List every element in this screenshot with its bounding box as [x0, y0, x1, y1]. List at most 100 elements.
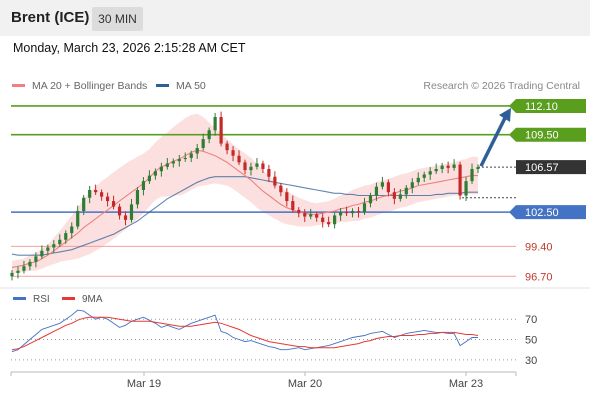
candle-body	[129, 204, 134, 220]
candle-body	[147, 175, 152, 182]
pivot-level-label: 102.50	[525, 207, 559, 219]
candle-body	[40, 250, 44, 257]
candle-body	[374, 186, 379, 196]
resistance-level-label: 112.10	[525, 101, 558, 113]
bollinger-band-area	[12, 113, 478, 274]
x-tick-label: Mar 20	[288, 378, 322, 390]
candle-body	[476, 167, 480, 169]
candle-body	[117, 206, 122, 216]
candle-body	[28, 261, 32, 267]
candle-body	[213, 117, 217, 131]
candle-body	[267, 168, 271, 177]
candle-body	[16, 270, 20, 273]
candle-body	[159, 166, 163, 172]
candle-body	[398, 194, 402, 199]
support-level-label: 96.70	[525, 271, 553, 283]
legend-swatch-rsi	[13, 297, 26, 300]
candle-body	[189, 153, 193, 158]
support-level-label: 99.40	[525, 241, 553, 253]
candle-body	[338, 212, 343, 216]
candle-body	[111, 201, 116, 207]
candle-body	[356, 211, 361, 213]
candle-body	[428, 171, 432, 175]
candle-body	[315, 214, 319, 218]
candle-body	[243, 162, 247, 171]
candle-body	[321, 217, 325, 223]
candle-body	[46, 247, 50, 251]
legend-item-ma20: MA 20 + Bollinger Bands	[12, 80, 147, 92]
last-price-tag	[516, 160, 586, 175]
candle-body	[58, 239, 62, 245]
candle-body	[285, 192, 289, 202]
rsi-level-label: 70	[525, 314, 537, 326]
candle-body	[171, 161, 175, 164]
candle-body	[416, 177, 420, 183]
pivot-level-tag	[509, 205, 586, 220]
candle-body	[350, 211, 355, 214]
rsi-ma-line	[11, 316, 479, 351]
chart-header: Brent (ICE) 30 MIN	[0, 0, 590, 36]
candle-body	[237, 155, 241, 163]
resistance-level-label: 109.50	[525, 130, 559, 142]
candle-body	[34, 256, 38, 262]
resistance-level-tag	[509, 127, 586, 142]
candle-body	[327, 222, 331, 225]
candle-body	[440, 165, 444, 169]
candle-body	[273, 176, 277, 186]
candle-body	[249, 166, 253, 171]
candle-body	[231, 150, 235, 156]
candle-body	[135, 190, 140, 205]
candle-body	[303, 213, 307, 217]
candle-body	[464, 181, 468, 196]
candle-body	[446, 165, 450, 168]
rsi-line	[11, 309, 478, 353]
legend-label-9ma: 9MA	[82, 294, 103, 305]
candle-body	[225, 143, 229, 151]
candle-body	[76, 211, 80, 227]
legend-swatch-ma50	[156, 83, 169, 87]
candle-body	[22, 266, 26, 271]
candle-body	[153, 171, 157, 176]
candle-body	[458, 164, 462, 196]
candle-body	[141, 181, 146, 190]
candle-body	[452, 164, 456, 168]
candle-body	[333, 215, 337, 225]
timeframe-badge[interactable]: 30 MIN	[92, 7, 143, 31]
rsi-level-label: 50	[525, 335, 537, 347]
candle-body	[219, 117, 223, 144]
rsi-level-label: 30	[525, 355, 537, 367]
candle-body	[165, 163, 169, 167]
candle-body	[177, 159, 181, 162]
legend-label-rsi: RSI	[33, 294, 50, 305]
candle-body	[410, 182, 414, 188]
candle-body	[386, 182, 390, 193]
candle-body	[100, 192, 104, 197]
candle-body	[422, 174, 426, 178]
candle-body	[362, 203, 367, 213]
legend-label-ma20: MA 20 + Bollinger Bands	[32, 80, 148, 92]
candle-body	[195, 147, 199, 154]
candle-body	[82, 197, 86, 212]
candle-body	[201, 139, 205, 148]
candle-body	[207, 130, 211, 140]
x-tick-label: Mar 23	[449, 378, 483, 390]
x-tick-label: Mar 19	[127, 378, 161, 390]
candle-body	[404, 187, 408, 195]
candle-body	[291, 201, 295, 210]
candle-body	[261, 163, 265, 169]
candle-body	[470, 168, 474, 182]
chart-timestamp: Monday, March 23, 2026 2:15:28 AM CET	[13, 41, 246, 55]
legend-item-ma50: MA 50	[156, 80, 206, 92]
candle-body	[380, 182, 385, 187]
instrument-title: Brent (ICE)	[11, 9, 90, 26]
candle-body	[94, 190, 98, 193]
candle-body	[105, 196, 110, 202]
research-credit: Research © 2026 Trading Central	[423, 80, 580, 92]
last-price-label: 106.57	[525, 162, 559, 174]
candle-body	[297, 209, 301, 214]
candle-body	[183, 157, 187, 160]
candle-body	[255, 163, 259, 167]
candle-body	[10, 272, 14, 277]
forecast-arrow-head	[499, 107, 511, 122]
